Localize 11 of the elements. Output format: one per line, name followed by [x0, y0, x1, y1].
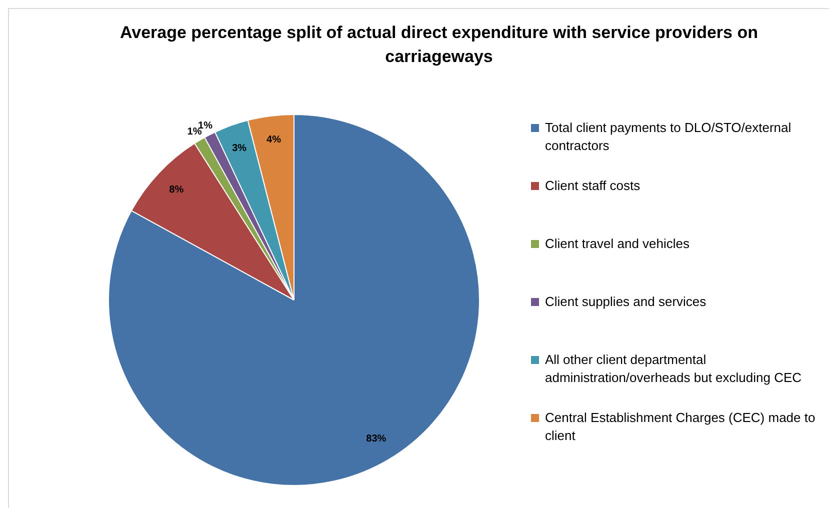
- data-label: 8%: [169, 184, 184, 196]
- data-label: 83%: [366, 434, 386, 445]
- legend-label: Client supplies and services: [545, 293, 706, 311]
- legend-label: Client travel and vehicles: [545, 235, 690, 253]
- legend-label: Central Establishment Charges (CEC) made to client: [545, 409, 816, 445]
- data-label: 3%: [232, 142, 247, 154]
- legend-label: Total client payments to DLO/STO/external contractors: [545, 119, 792, 155]
- legend-label: All other client departmental administration/overheads but excluding CEC: [545, 351, 803, 387]
- chart-title: Average percentage split of actual direct expenditure with service providers on carriageways: [118, 22, 759, 68]
- legend-label: Client staff costs: [545, 177, 640, 195]
- data-label: 4%: [266, 134, 282, 146]
